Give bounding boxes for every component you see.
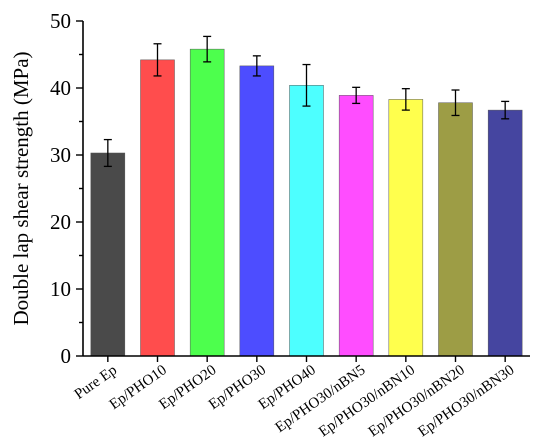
error-bar [203, 35, 212, 63]
error-bar [103, 138, 112, 168]
y-tick-label: 10 [50, 277, 71, 301]
x-ticks-group: Pure EpEp/PHO10Ep/PHO20Ep/PHO30Ep/PHO40E… [72, 356, 517, 440]
y-ticks-group: 0 10 20 30 40 50 [50, 9, 83, 368]
error-bar [153, 43, 162, 77]
y-tick-label: 30 [50, 143, 71, 167]
y-tick-label: 20 [50, 210, 71, 234]
bars-group [90, 48, 523, 357]
error-bar [501, 100, 510, 120]
bar [289, 85, 324, 357]
error-bar [352, 86, 361, 105]
bar [338, 95, 374, 357]
error-bars-group [103, 35, 510, 168]
error-bar [252, 55, 261, 77]
error-bar [302, 63, 311, 107]
y-axis-label: Double lap shear strength (MPa) [9, 51, 33, 325]
y-tick-label: 50 [50, 9, 71, 33]
bar [438, 102, 473, 357]
bar [90, 152, 126, 357]
bar [239, 65, 275, 357]
error-bar [401, 88, 410, 111]
error-bar [451, 89, 460, 117]
bar [388, 99, 424, 357]
bar [487, 109, 523, 357]
bar [140, 59, 175, 357]
bar [189, 48, 225, 357]
y-tick-label: 0 [61, 344, 72, 368]
y-tick-label: 40 [50, 76, 71, 100]
